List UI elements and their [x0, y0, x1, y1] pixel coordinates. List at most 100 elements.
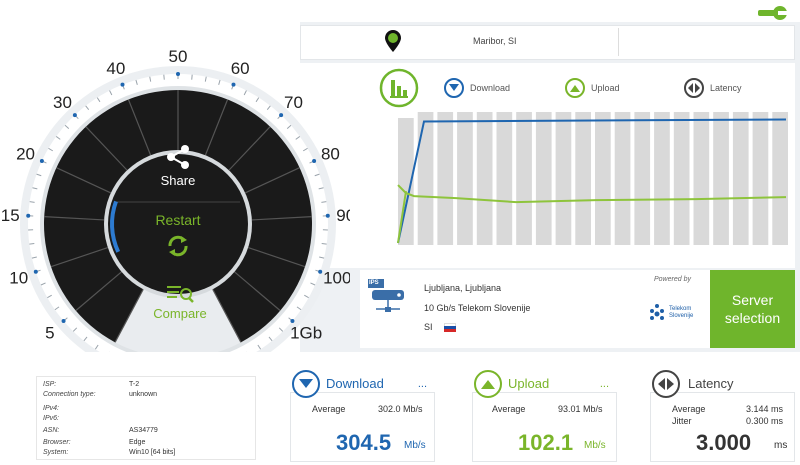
gauge-segment-line	[75, 271, 122, 312]
gauge-tick-label: 10	[9, 269, 28, 288]
jitter-label: Jitter	[672, 416, 692, 426]
compare-button[interactable]: Compare	[140, 284, 220, 328]
gauge-minor-tick	[96, 97, 101, 103]
gauge-tick-label: 15	[1, 206, 20, 225]
telekom-logo-icon	[650, 304, 664, 320]
gauge-major-tick	[290, 318, 295, 323]
chart-bar	[614, 112, 631, 245]
legend-download-label: Download	[470, 83, 511, 93]
gauge-minor-tick	[296, 306, 302, 311]
latency-value: 3.000	[696, 430, 752, 455]
gauge-major-tick	[318, 269, 323, 274]
sponsor-name: Telekom Slovenije	[669, 306, 694, 319]
upload-avg-value: 93.01 Mb/s	[558, 404, 603, 414]
chart-icon[interactable]	[379, 68, 419, 113]
gauge-segment-line	[234, 271, 281, 312]
gauge-segment-line	[212, 289, 242, 343]
isp-row-value: unknown	[129, 391, 158, 398]
isp-row-value: Edge	[129, 439, 146, 446]
isp-row-key: IPv4:	[43, 405, 59, 412]
gauge-minor-tick	[266, 105, 271, 111]
share-icon	[167, 145, 189, 169]
share-button[interactable]: Share	[148, 143, 208, 193]
gauge-minor-tick	[314, 173, 320, 177]
isp-row-key: System:	[43, 449, 69, 456]
sponsor-logo[interactable]: Telekom Slovenije	[648, 302, 699, 324]
legend-download[interactable]: Download	[444, 78, 510, 98]
upload-avg-label: Average	[492, 404, 526, 414]
gauge-minor-tick	[278, 327, 284, 332]
speed-gauge: 05101520304050607080901001Gb10Gb	[1, 47, 350, 352]
upload-value: 102.1	[518, 430, 574, 455]
gauge-major-tick	[325, 213, 330, 218]
download-avg-label: Average	[312, 404, 346, 414]
download-icon	[292, 370, 320, 398]
gauge-segment-line	[56, 167, 112, 194]
chart-bar	[516, 112, 532, 245]
isp-row-value: T-2	[129, 381, 140, 388]
gauge-tick-label: 60	[231, 59, 250, 78]
gauge-minor-tick	[94, 344, 99, 350]
gauge-segment-line	[251, 216, 312, 221]
isp-row-key: Browser:	[43, 439, 71, 446]
isp-info-panel: ISP: T-2 Connection type: unknown IPv4: IPv6:…	[36, 376, 256, 460]
gauge-tick-label: 40	[106, 59, 125, 78]
gauge-segment-line	[228, 126, 271, 171]
gauge-minor-tick	[204, 76, 207, 82]
gauge-minor-tick	[83, 336, 88, 342]
gauge-minor-tick	[85, 105, 90, 111]
gauge-major-tick	[176, 72, 180, 76]
chart-bar	[772, 112, 788, 245]
wrench-icon[interactable]	[756, 4, 788, 27]
location-bar[interactable]	[300, 25, 795, 60]
upload-icon	[474, 370, 502, 398]
chart-bar	[713, 112, 729, 245]
chart-bar	[476, 112, 493, 245]
gauge-minor-tick	[36, 173, 42, 177]
chart-bar	[752, 112, 769, 245]
legend-latency[interactable]: Latency	[684, 78, 742, 98]
server-city: Ljubljana, Ljubljana	[424, 283, 502, 293]
legend-upload[interactable]: Upload	[565, 78, 620, 98]
latency-avg-label: Average	[672, 404, 706, 414]
download-more-button[interactable]: ...	[417, 378, 427, 390]
gauge-tick-label: 50	[169, 47, 188, 66]
download-card-body	[290, 392, 435, 462]
gauge-segment-line	[44, 216, 105, 221]
gauge-minor-tick	[255, 97, 260, 103]
upload-more-button[interactable]: ...	[599, 378, 609, 390]
upload-card-body	[472, 392, 617, 462]
upload-card: Upload ... Average 93.01 Mb/s 102.1 Mb/s	[472, 370, 617, 462]
gauge-minor-tick	[72, 327, 78, 332]
chart-bar	[595, 112, 611, 245]
latency-card-body	[650, 392, 795, 462]
chart-bar	[732, 112, 749, 245]
latency-avg-value: 3.144 ms	[746, 404, 784, 414]
download-arrow-icon	[444, 78, 464, 98]
server-selection-button[interactable]: Server selection	[710, 270, 795, 348]
chart-bar	[673, 112, 690, 245]
isp-row-key: ASN:	[43, 427, 60, 434]
gauge-minor-tick	[304, 294, 309, 299]
gauge-minor-tick	[302, 147, 308, 152]
gauge-minor-tick	[109, 90, 113, 96]
isp-row-value: Win10 [64 bits]	[129, 449, 176, 456]
download-card: Download ... Average 302.0 Mb/s 304.5 Mb…	[290, 370, 435, 462]
gauge-segment-line	[50, 246, 109, 268]
gauge-major-tick	[33, 269, 38, 274]
gauge-major-tick	[61, 318, 66, 323]
server-selection-line2: selection	[724, 310, 781, 326]
isp-row-value: AS34779	[129, 427, 158, 434]
gauge-tick-label: 30	[53, 93, 72, 112]
restart-label: Restart	[155, 212, 201, 228]
chart-bar	[693, 112, 710, 245]
download-title: Download	[326, 376, 384, 391]
chart-bar	[575, 112, 591, 245]
location-pin-icon	[385, 30, 401, 57]
ips-server-icon	[368, 279, 408, 322]
gauge-minor-tick	[31, 256, 37, 259]
gauge-minor-tick	[218, 79, 221, 85]
chart-bar	[437, 112, 454, 245]
gauge-minor-tick	[29, 201, 35, 203]
restart-button[interactable]: Restart	[138, 212, 218, 262]
